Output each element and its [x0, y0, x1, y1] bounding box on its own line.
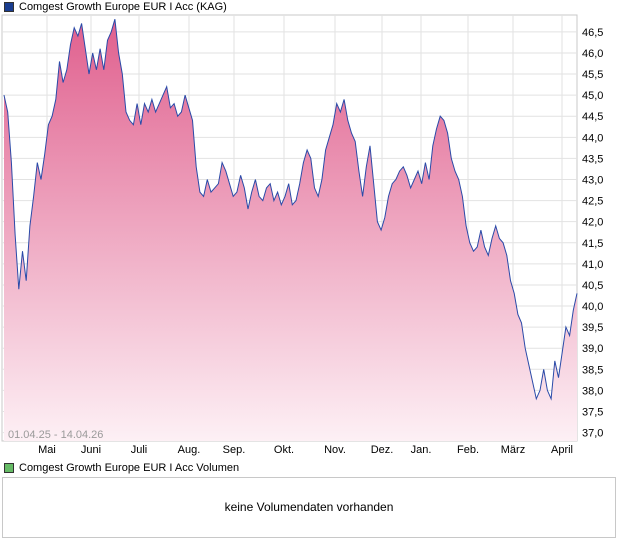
x-tick-label: Feb. — [457, 444, 479, 456]
y-tick-label: 44,0 — [582, 132, 603, 144]
price-legend-swatch — [4, 2, 14, 12]
price-chart: 37,0 37,5 38,0 38,5 39,0 39,5 40,0 40,5 41,0 41,5… — [1, 14, 603, 456]
y-tick-label: 41,5 — [582, 238, 603, 250]
date-range-label: 01.04.25 - 14.04.26 — [8, 429, 103, 441]
volume-legend-swatch — [4, 463, 14, 473]
y-tick-label: 40,0 — [582, 301, 603, 313]
y-tick-label: 38,5 — [582, 364, 603, 376]
price-legend-label: Comgest Growth Europe EUR I Acc (KAG) — [19, 1, 227, 13]
y-tick-label: 45,0 — [582, 90, 603, 102]
y-tick-label: 46,0 — [582, 48, 603, 60]
y-tick-label: 37,0 — [582, 428, 603, 440]
y-tick-label: 40,5 — [582, 280, 603, 292]
volume-legend: Comgest Growth Europe EUR I Acc Volumen — [4, 461, 239, 475]
volume-panel: keine Volumendaten vorhanden — [2, 477, 616, 538]
y-tick-label: 45,5 — [582, 69, 603, 81]
y-tick-label: 37,5 — [582, 406, 603, 418]
x-tick-label: Sep. — [223, 444, 246, 456]
x-tick-label: April — [551, 444, 573, 456]
x-tick-label: März — [501, 444, 525, 456]
y-tick-label: 44,5 — [582, 111, 603, 123]
y-tick-label: 41,0 — [582, 259, 603, 271]
y-tick-label: 43,0 — [582, 174, 603, 186]
price-legend: Comgest Growth Europe EUR I Acc (KAG) — [4, 0, 227, 14]
no-volume-message: keine Volumendaten vorhanden — [224, 500, 394, 514]
y-tick-label: 39,0 — [582, 343, 603, 355]
x-tick-label: Nov. — [324, 444, 346, 456]
y-tick-label: 42,5 — [582, 196, 603, 208]
y-tick-label: 42,0 — [582, 217, 603, 229]
x-tick-label: Okt. — [274, 444, 294, 456]
y-tick-label: 43,5 — [582, 153, 603, 165]
volume-legend-label: Comgest Growth Europe EUR I Acc Volumen — [19, 462, 240, 474]
price-area — [4, 19, 577, 441]
x-axis-ticks: Mai Juni Juli Aug. Sep. Okt. Nov. Dez. Jan. Feb. M… — [38, 444, 573, 456]
y-axis-ticks: 37,0 37,5 38,0 38,5 39,0 39,5 40,0 40,5 41,0 41,5… — [582, 27, 603, 440]
x-tick-label: Jan. — [411, 444, 432, 456]
price-line — [3, 19, 578, 401]
x-tick-label: Juli — [131, 444, 148, 456]
x-tick-label: Dez. — [371, 444, 394, 456]
x-tick-label: Aug. — [178, 444, 201, 456]
y-tick-label: 46,5 — [582, 27, 603, 39]
y-tick-label: 39,5 — [582, 322, 603, 334]
x-tick-label: Juni — [81, 444, 101, 456]
y-tick-label: 38,0 — [582, 385, 603, 397]
x-tick-label: Mai — [38, 444, 56, 456]
